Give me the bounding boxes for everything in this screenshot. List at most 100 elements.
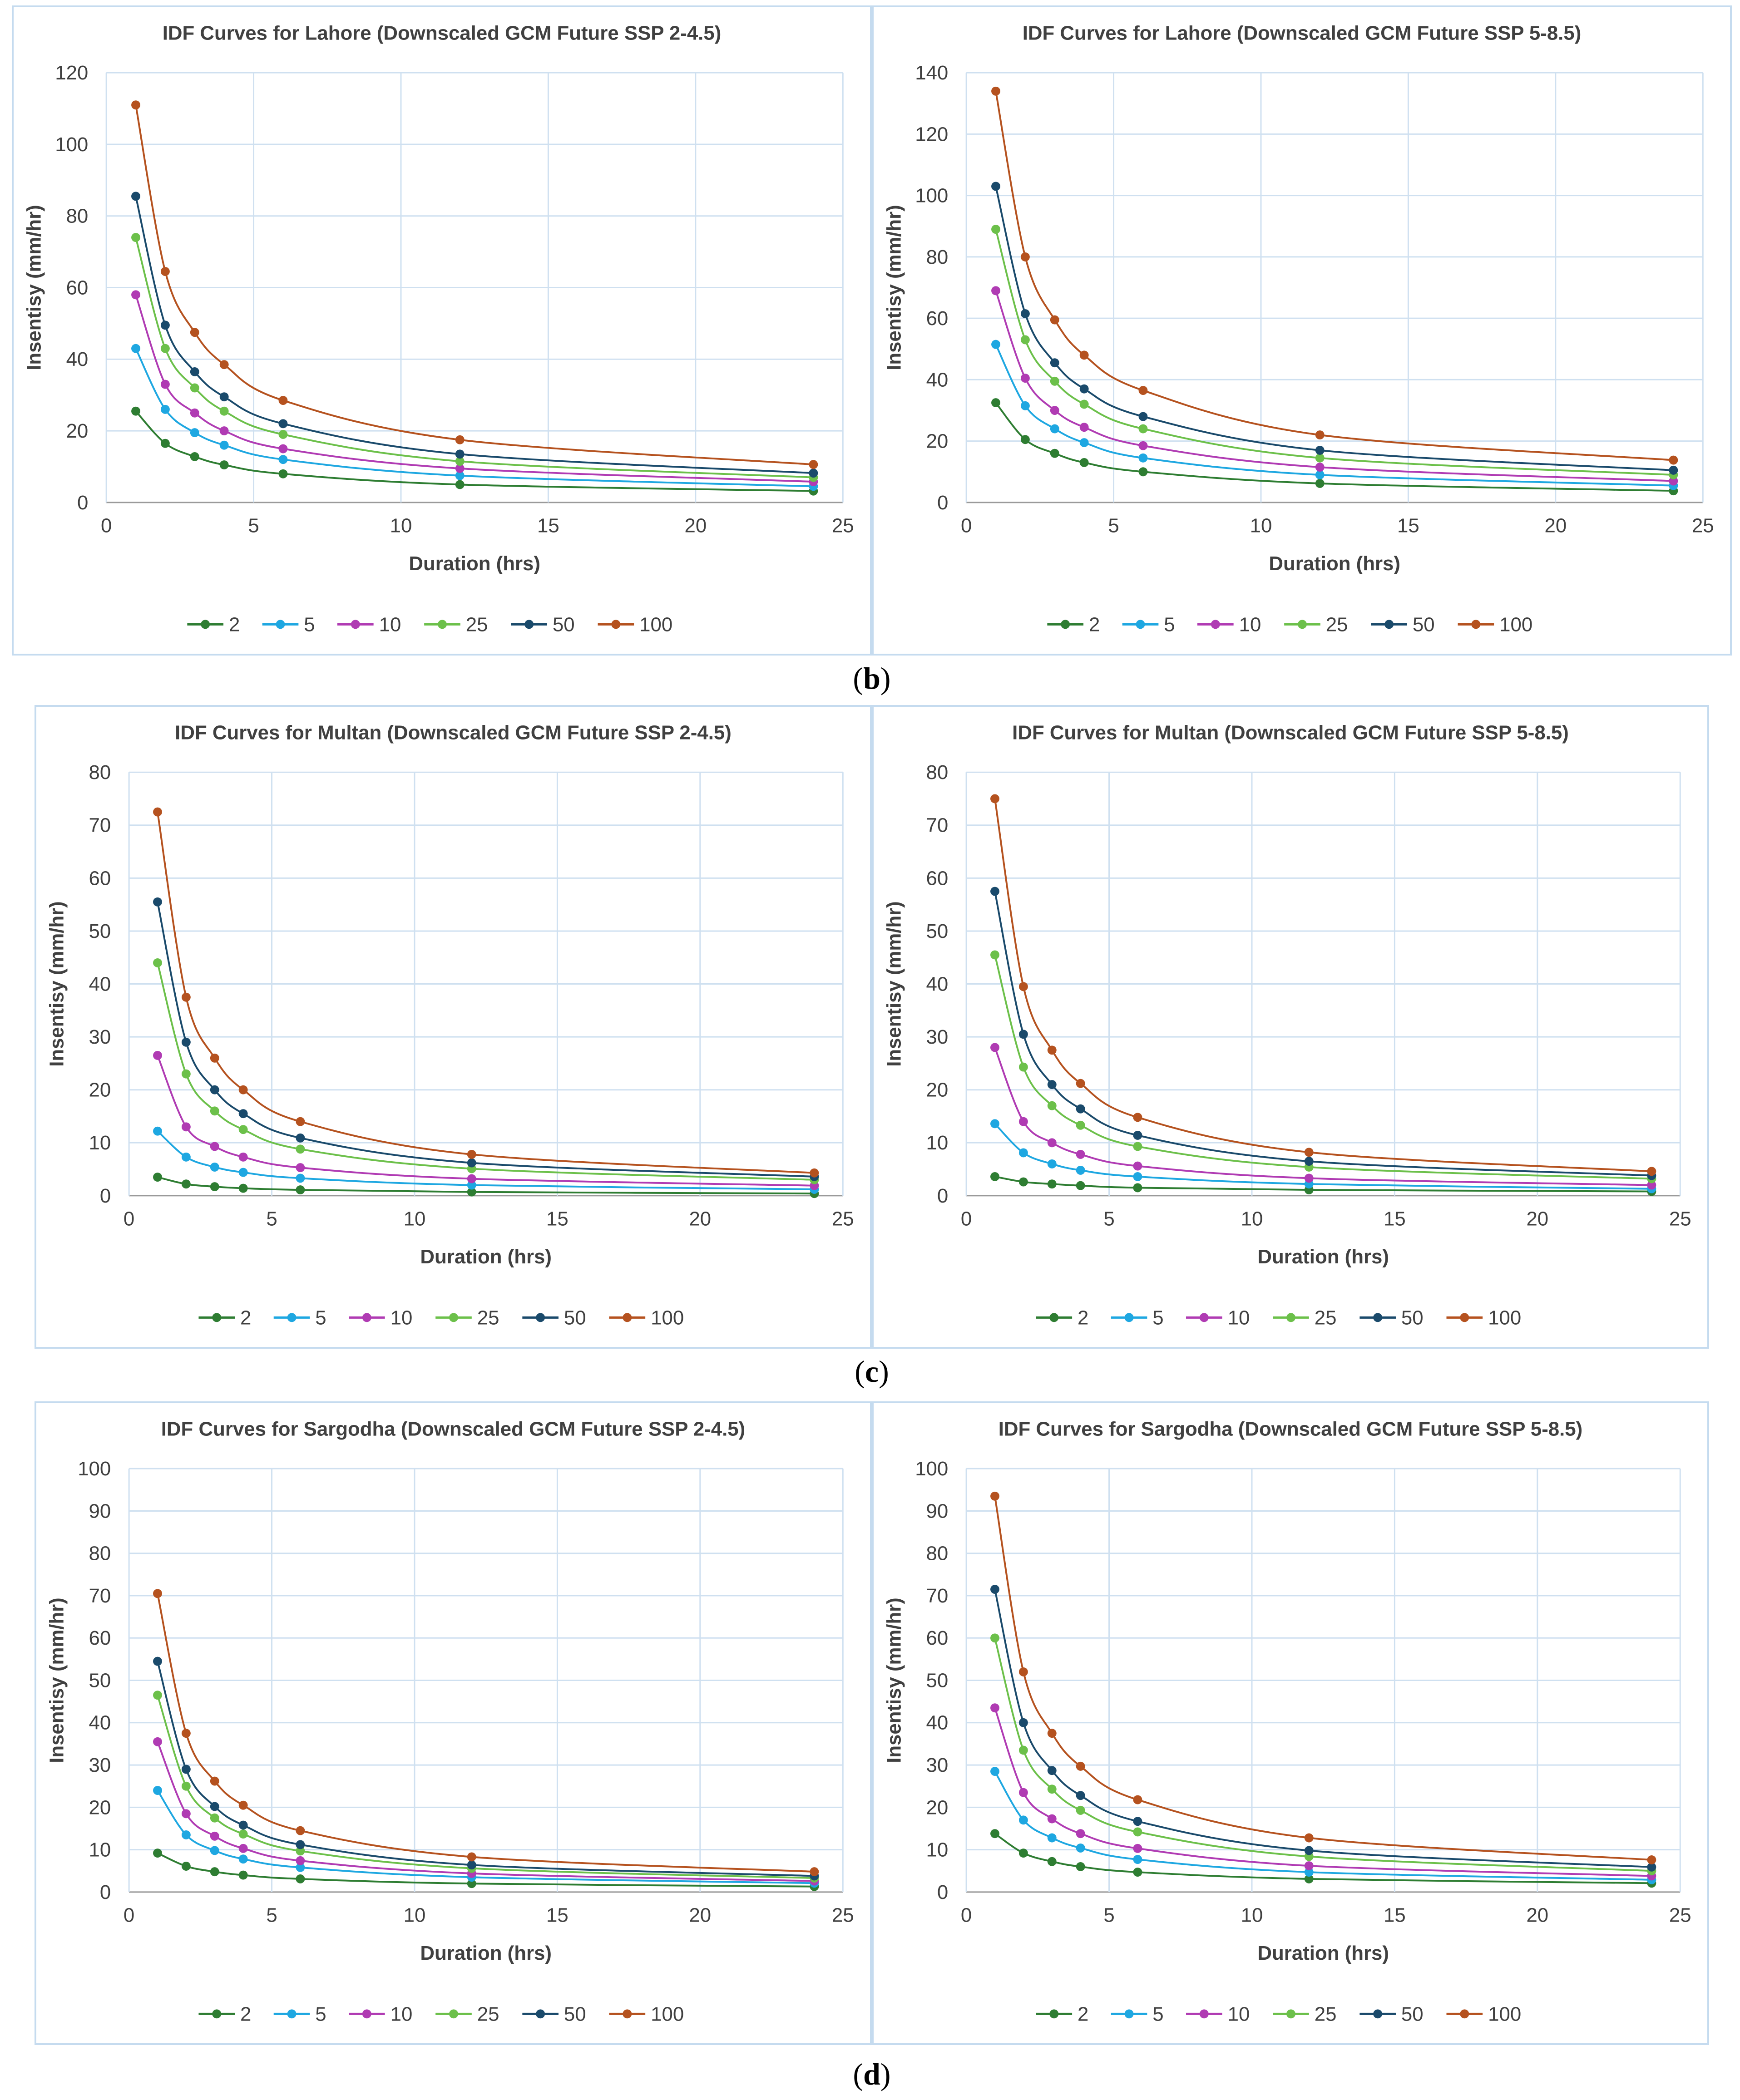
data-point-10 xyxy=(1047,1814,1057,1824)
data-point-5 xyxy=(990,1767,999,1776)
data-point-50 xyxy=(1076,1104,1085,1114)
data-point-100 xyxy=(1669,455,1678,465)
x-tick-label: 5 xyxy=(266,1904,277,1927)
caption-letter: b xyxy=(863,661,880,695)
data-point-2 xyxy=(210,1182,219,1192)
data-point-100 xyxy=(1018,982,1028,991)
legend-marker-100 xyxy=(623,2009,632,2019)
data-point-25 xyxy=(1047,1785,1057,1794)
data-point-10 xyxy=(131,290,140,300)
series-line-100 xyxy=(995,91,1674,461)
data-point-25 xyxy=(990,1633,999,1643)
y-tick-label: 10 xyxy=(926,1132,949,1154)
data-point-5 xyxy=(238,1854,248,1864)
legend-label: 10 xyxy=(391,2003,413,2025)
data-point-50 xyxy=(991,182,1000,191)
data-point-2 xyxy=(160,439,170,448)
legend-label: 5 xyxy=(1164,613,1175,636)
x-axis-label: Duration (hrs) xyxy=(420,1942,552,1964)
data-point-50 xyxy=(153,897,162,907)
x-tick-label: 10 xyxy=(390,515,412,537)
x-axis-label: Duration (hrs) xyxy=(1269,552,1400,575)
y-tick-label: 50 xyxy=(926,920,949,942)
legend-marker-50 xyxy=(536,1313,545,1322)
x-tick-label: 25 xyxy=(1692,515,1714,537)
data-point-100 xyxy=(1647,1167,1656,1176)
legend-marker-2 xyxy=(1049,2009,1059,2019)
y-tick-label: 40 xyxy=(89,973,111,995)
data-point-10 xyxy=(990,1703,999,1713)
data-point-50 xyxy=(1133,1131,1142,1140)
x-tick-label: 15 xyxy=(537,515,559,537)
chart-multan-ssp585: IDF Curves for Multan (Downscaled GCM Fu… xyxy=(883,722,1691,1329)
y-tick-label: 20 xyxy=(66,420,89,442)
legend-marker-50 xyxy=(1373,2009,1383,2019)
y-tick-label: 30 xyxy=(89,1026,111,1048)
data-point-5 xyxy=(990,1119,999,1129)
legend-label: 2 xyxy=(1078,1306,1088,1329)
data-point-50 xyxy=(1050,358,1059,368)
y-tick-label: 40 xyxy=(926,973,949,995)
legend-marker-25 xyxy=(449,1313,458,1322)
y-tick-label: 50 xyxy=(926,1669,949,1691)
legend-label: 5 xyxy=(304,613,315,636)
legend-marker-100 xyxy=(1460,1313,1469,1322)
data-point-5 xyxy=(153,1126,162,1136)
data-point-10 xyxy=(238,1844,248,1853)
data-point-100 xyxy=(1315,430,1325,440)
x-tick-label: 20 xyxy=(689,1208,711,1230)
data-point-25 xyxy=(210,1813,219,1823)
data-point-5 xyxy=(467,1180,476,1190)
legend-label: 2 xyxy=(240,2003,251,2025)
x-tick-label: 5 xyxy=(1103,1208,1114,1230)
data-point-5 xyxy=(181,1830,191,1839)
data-point-100 xyxy=(1047,1729,1057,1738)
data-point-2 xyxy=(1138,467,1148,477)
data-point-100 xyxy=(210,1776,219,1786)
data-point-5 xyxy=(1076,1165,1085,1175)
data-point-25 xyxy=(238,1829,248,1839)
data-point-50 xyxy=(467,1158,476,1168)
legend-marker-10 xyxy=(1199,1313,1209,1322)
legend-label: 2 xyxy=(1078,2003,1088,2025)
legend-label: 25 xyxy=(1326,613,1348,636)
legend-label: 50 xyxy=(1401,1306,1424,1329)
series-line-100 xyxy=(135,104,814,466)
legend-label: 100 xyxy=(1499,613,1532,636)
data-point-25 xyxy=(1020,335,1030,345)
data-point-50 xyxy=(1304,1157,1314,1166)
chart-panel-sargodha-ssp585: IDF Curves for Sargodha (Downscaled GCM … xyxy=(872,1401,1709,2045)
data-point-2 xyxy=(1079,458,1089,467)
data-point-5 xyxy=(153,1786,162,1795)
data-point-5 xyxy=(1133,1855,1142,1864)
legend-label: 10 xyxy=(379,613,401,636)
data-point-2 xyxy=(219,460,229,469)
data-point-100 xyxy=(238,1085,248,1094)
data-point-5 xyxy=(210,1162,219,1172)
data-point-10 xyxy=(153,1050,162,1060)
data-point-10 xyxy=(238,1152,248,1162)
data-point-2 xyxy=(1050,449,1059,458)
series-line-5 xyxy=(135,348,814,488)
chart-lahore-ssp585: IDF Curves for Lahore (Downscaled GCM Fu… xyxy=(883,22,1714,636)
y-tick-label: 0 xyxy=(937,492,948,514)
x-tick-label: 0 xyxy=(961,1904,972,1927)
data-point-2 xyxy=(1304,1874,1314,1883)
data-point-10 xyxy=(455,463,465,473)
data-point-100 xyxy=(296,1117,305,1126)
data-point-10 xyxy=(1647,1180,1656,1190)
series-line-25 xyxy=(995,229,1674,476)
series-line-50 xyxy=(995,186,1674,471)
caption-c: (c) xyxy=(855,1354,889,1389)
legend-marker-5 xyxy=(276,620,285,629)
data-point-5 xyxy=(1047,1159,1057,1168)
data-point-100 xyxy=(991,86,1000,96)
data-point-10 xyxy=(190,408,199,418)
data-point-10 xyxy=(296,1856,305,1865)
series-line-25 xyxy=(994,954,1652,1180)
legend-marker-50 xyxy=(536,2009,545,2019)
data-point-25 xyxy=(181,1781,191,1791)
data-point-25 xyxy=(296,1846,305,1856)
x-tick-label: 0 xyxy=(101,515,112,537)
chart-panel-lahore-ssp245: IDF Curves for Lahore (Downscaled GCM Fu… xyxy=(12,5,872,656)
